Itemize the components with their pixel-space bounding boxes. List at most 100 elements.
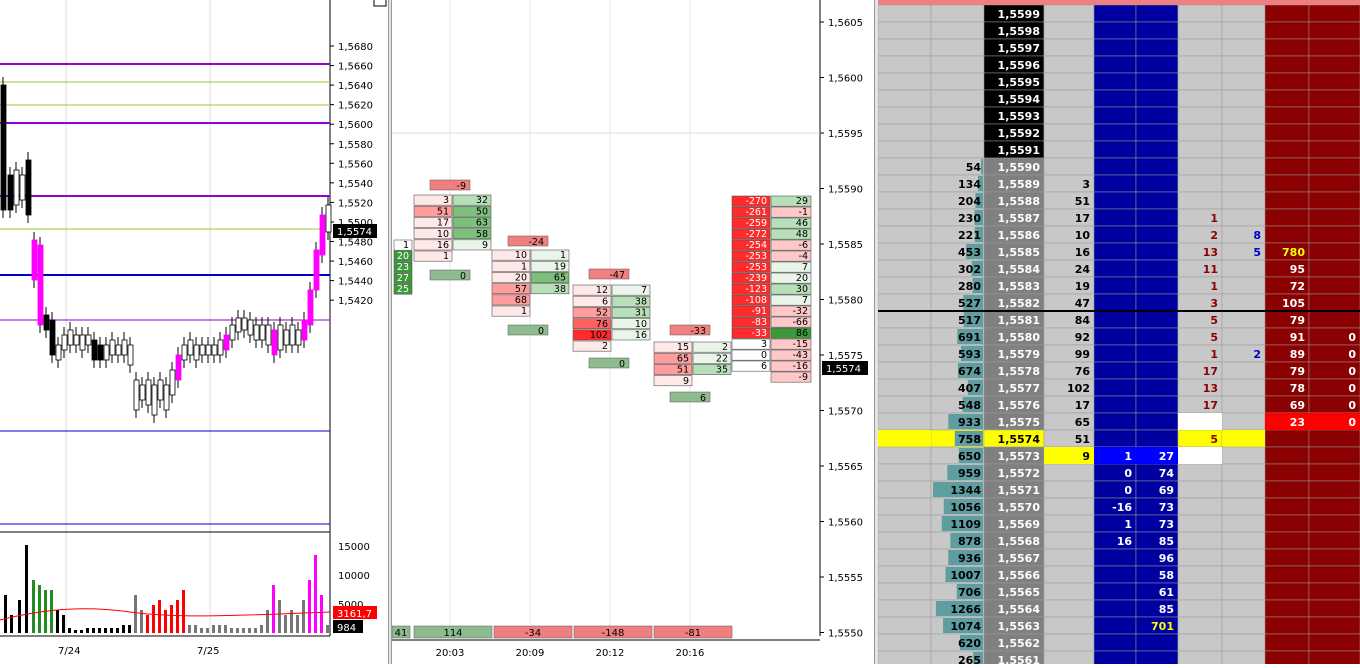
dom-cell[interactable] (1308, 140, 1360, 159)
dom-cell[interactable] (1093, 38, 1137, 57)
ask-volume-cell[interactable] (770, 206, 812, 218)
bid-volume-cell[interactable] (491, 260, 531, 272)
dom-cell[interactable] (1135, 344, 1179, 363)
bid-volume-cell[interactable] (731, 360, 771, 372)
pre-volume-cell[interactable] (393, 272, 413, 284)
panel-splitter[interactable] (874, 0, 878, 664)
dom-cell[interactable] (1264, 599, 1310, 618)
dom-cell[interactable] (1308, 616, 1360, 635)
dom-cell[interactable] (1264, 106, 1310, 125)
dom-cell[interactable] (1221, 361, 1266, 380)
candle-body[interactable] (79, 334, 86, 351)
dom-cell[interactable] (930, 140, 985, 159)
bid-volume-cell[interactable] (731, 272, 771, 284)
dom-cell[interactable] (1264, 140, 1310, 159)
ask-volume-cell[interactable] (770, 217, 812, 229)
candlestick-chart[interactable]: 1,5680 1,5660 1,5640 1,5620 1,5600 1,5580 1,55… (0, 0, 388, 664)
panel-splitter[interactable] (388, 0, 392, 664)
candle-body[interactable] (241, 317, 248, 331)
dom-cell[interactable] (1135, 38, 1179, 57)
dom-cell[interactable] (1043, 157, 1095, 176)
dom-cell[interactable] (1093, 140, 1137, 159)
dom-cell[interactable] (1264, 191, 1310, 210)
candle-body[interactable] (151, 384, 158, 416)
dom-cell[interactable] (1093, 565, 1137, 584)
dom-cell[interactable] (1177, 633, 1223, 652)
dom-cell[interactable] (878, 72, 932, 91)
dom-cell[interactable] (1093, 548, 1137, 567)
dom-cell[interactable] (1221, 72, 1266, 91)
dom-cell[interactable] (1177, 72, 1223, 91)
candle-body[interactable] (307, 289, 314, 326)
dom-cell[interactable] (1308, 633, 1360, 652)
dom-cell[interactable] (878, 225, 932, 244)
dom-cell[interactable] (1135, 310, 1179, 329)
candle-body[interactable] (43, 314, 50, 331)
dom-cell[interactable] (1177, 463, 1223, 482)
dom-cell[interactable] (878, 174, 932, 193)
dom-cell[interactable] (1308, 225, 1360, 244)
dom-cell[interactable] (1177, 480, 1223, 499)
ask-volume-cell[interactable] (452, 228, 492, 240)
dom-cell[interactable] (1177, 21, 1223, 40)
dom-cell[interactable] (1221, 582, 1266, 601)
dom-cell[interactable] (1221, 259, 1266, 278)
dom-cell[interactable] (1221, 55, 1266, 74)
bid-volume-cell[interactable] (731, 349, 771, 361)
dom-cell[interactable] (1093, 378, 1137, 397)
dom-cell[interactable] (878, 531, 932, 550)
dom-cell[interactable] (1264, 514, 1310, 533)
dom-cell[interactable] (1264, 157, 1310, 176)
dom-cell[interactable] (1093, 4, 1137, 23)
dom-cell[interactable] (1221, 446, 1266, 465)
ask-volume-cell[interactable] (770, 316, 812, 328)
dom-cell[interactable] (1177, 497, 1223, 516)
dom-cell[interactable] (1308, 480, 1360, 499)
bid-volume-cell[interactable] (491, 294, 531, 306)
dom-cell[interactable] (1264, 4, 1310, 23)
candle-body[interactable] (49, 319, 56, 356)
dom-cell[interactable] (878, 633, 932, 652)
dom-cell[interactable] (1264, 446, 1310, 465)
dom-cell[interactable] (1093, 123, 1137, 142)
dom-cell[interactable] (1177, 599, 1223, 618)
dom-cell[interactable] (878, 310, 932, 329)
candle-body[interactable] (277, 324, 284, 351)
dom-cell[interactable] (878, 514, 932, 533)
dom-cell[interactable] (878, 361, 932, 380)
dom-cell[interactable] (1043, 140, 1095, 159)
ask-volume-cell[interactable] (452, 217, 492, 228)
dom-cell[interactable] (930, 38, 985, 57)
dom-cell[interactable] (1177, 650, 1223, 664)
dom-cell[interactable] (1135, 106, 1179, 125)
bid-volume-cell[interactable] (731, 261, 771, 273)
ask-volume-cell[interactable] (530, 260, 570, 272)
dom-cell[interactable] (1093, 225, 1137, 244)
dom-cell[interactable] (1177, 514, 1223, 533)
dom-cell[interactable] (1043, 497, 1095, 516)
dom-cell[interactable] (878, 565, 932, 584)
dom-cell[interactable] (878, 582, 932, 601)
candle-body[interactable] (13, 169, 20, 206)
dom-cell[interactable] (1308, 293, 1360, 312)
ask-volume-cell[interactable] (692, 341, 732, 353)
bid-volume-cell[interactable] (731, 305, 771, 317)
dom-cell[interactable] (878, 106, 932, 125)
footprint-chart-panel[interactable]: 1,5605 1,5600 1,5595 1,5590 1,5585 1,5580 1,55… (391, 0, 874, 664)
dom-cell[interactable] (1043, 55, 1095, 74)
candle-body[interactable] (61, 334, 68, 351)
candle-body[interactable] (271, 329, 278, 356)
dom-cell[interactable] (1308, 106, 1360, 125)
dom-cell[interactable] (1177, 157, 1223, 176)
ask-volume-cell[interactable] (770, 250, 812, 262)
dom-cell[interactable] (1264, 480, 1310, 499)
dom-cell[interactable] (1308, 208, 1360, 227)
dom-cell[interactable] (1264, 89, 1310, 108)
dom-cell[interactable] (1135, 140, 1179, 159)
dom-cell[interactable] (878, 446, 932, 465)
dom-cell[interactable] (930, 89, 985, 108)
dom-cell[interactable] (878, 191, 932, 210)
dom-cell[interactable] (1093, 106, 1137, 125)
dom-cell[interactable] (1221, 157, 1266, 176)
candle-body[interactable] (253, 324, 260, 341)
